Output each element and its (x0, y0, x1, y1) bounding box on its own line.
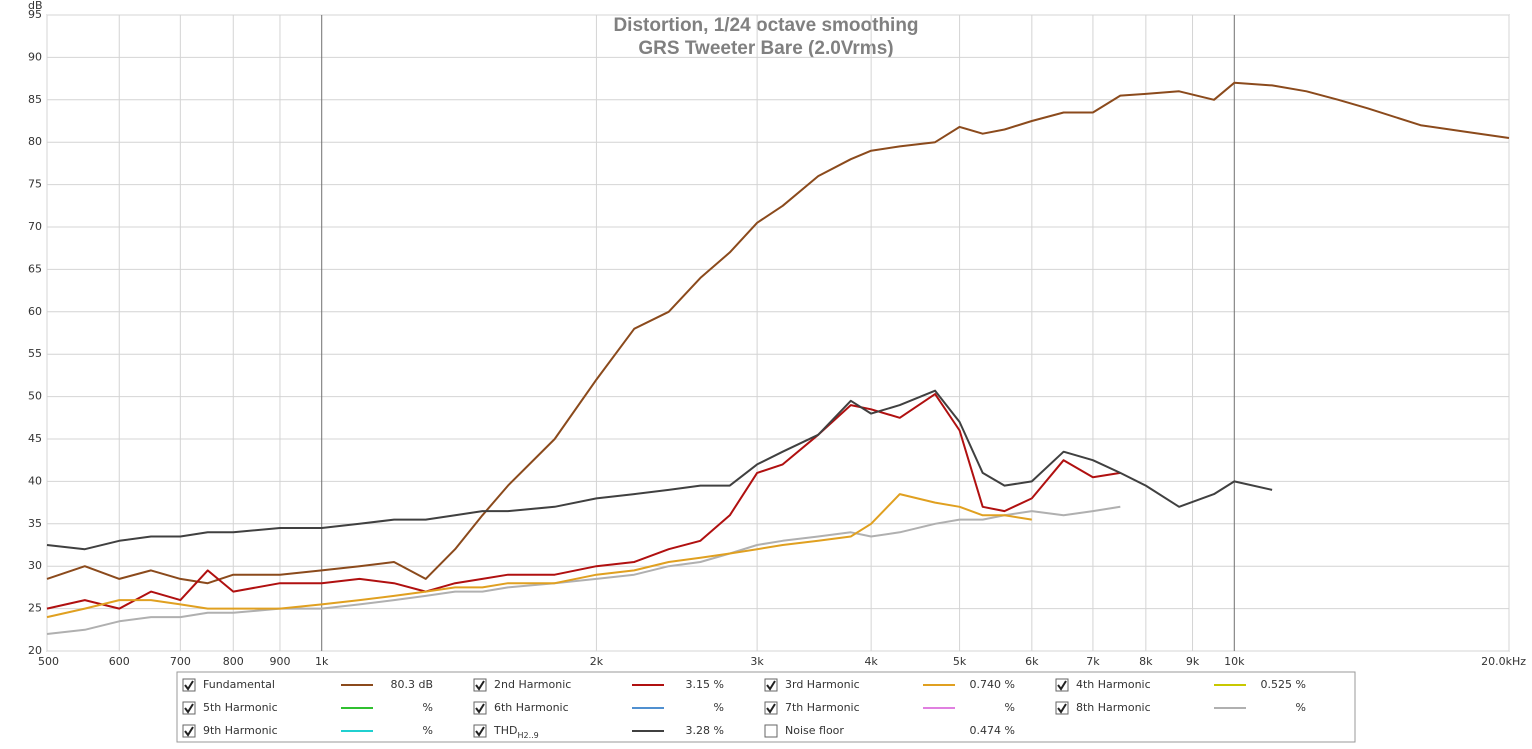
legend-label: 7th Harmonic (785, 701, 860, 714)
y-tick-label: 90 (28, 50, 42, 63)
plot-area (46, 14, 1510, 652)
legend-readout: % (423, 724, 433, 737)
legend-readout: % (1296, 701, 1306, 714)
legend-readout: % (1005, 701, 1015, 714)
x-tick-label: 500 (38, 655, 59, 668)
y-tick-label: 85 (28, 93, 42, 106)
legend-checkbox[interactable] (764, 724, 778, 738)
legend-label: 3rd Harmonic (785, 678, 860, 691)
x-tick-label: 3k (750, 655, 764, 668)
legend-checkmark (184, 680, 194, 691)
legend-checkmark (1057, 703, 1067, 714)
legend-label: Noise floor (785, 724, 844, 737)
legend-checkmark (475, 726, 485, 737)
x-tick-label: 2k (590, 655, 604, 668)
series-line (46, 505, 1121, 635)
y-tick-label: 25 (28, 602, 42, 615)
legend-readout: 0.525 % (1261, 678, 1306, 691)
x-tick-label: 1k (315, 655, 329, 668)
y-tick-label: 65 (28, 262, 42, 275)
y-tick-label: 40 (28, 474, 42, 487)
legend-checkmark (1057, 680, 1067, 691)
x-tick-label: 10k (1224, 655, 1245, 668)
y-tick-label: 55 (28, 347, 42, 360)
legend-label: 8th Harmonic (1076, 701, 1151, 714)
legend-readout: 0.740 % (970, 678, 1015, 691)
x-tick-label: 4k (864, 655, 878, 668)
legend-label: 9th Harmonic (203, 724, 278, 737)
legend-checkmark (766, 703, 776, 714)
y-tick-label: 30 (28, 559, 42, 572)
y-tick-label: 80 (28, 135, 42, 148)
legend-readout: % (714, 701, 724, 714)
y-tick-label: 20 (28, 644, 42, 657)
legend-readout: 3.15 % (686, 678, 724, 691)
chart-title: Distortion, 1/24 octave smoothing (613, 15, 918, 36)
legend-checkmark (766, 680, 776, 691)
y-tick-label: 50 (28, 390, 42, 403)
x-tick-label: 9k (1186, 655, 1200, 668)
legend-label: 4th Harmonic (1076, 678, 1151, 691)
x-tick-label: 20.0kHz (1481, 655, 1526, 668)
y-tick-label: 35 (28, 517, 42, 530)
legend-checkmark (184, 703, 194, 714)
legend-checkmark (475, 703, 485, 714)
series-line (46, 493, 1032, 619)
x-tick-label: 700 (170, 655, 191, 668)
x-tick-label: 5k (953, 655, 967, 668)
chart-subtitle: GRS Tweeter Bare (2.0Vrms) (638, 38, 893, 59)
y-tick-label: 75 (28, 178, 42, 191)
x-tick-label: 7k (1086, 655, 1100, 668)
legend-label: 2nd Harmonic (494, 678, 571, 691)
legend-label-subscript: H2..9 (517, 731, 538, 740)
series-line (46, 389, 1273, 551)
legend-readout: % (423, 701, 433, 714)
x-tick-label: 800 (223, 655, 244, 668)
legend-checkmark (184, 726, 194, 737)
x-tick-label: 8k (1139, 655, 1153, 668)
y-axis-label: dB (28, 0, 43, 12)
legend-label: 5th Harmonic (203, 701, 278, 714)
legend-label: 6th Harmonic (494, 701, 569, 714)
legend-readout: 80.3 dB (390, 678, 433, 691)
y-tick-label: 95 (28, 8, 42, 21)
x-tick-label: 900 (269, 655, 290, 668)
legend-readout: 0.474 % (970, 724, 1015, 737)
x-tick-label: 6k (1025, 655, 1039, 668)
y-tick-label: 70 (28, 220, 42, 233)
y-tick-label: 60 (28, 305, 42, 318)
legend-checkmark (475, 680, 485, 691)
series-line (46, 393, 1121, 610)
series-line (46, 81, 1510, 585)
legend-readout: 3.28 % (686, 724, 724, 737)
y-tick-label: 45 (28, 432, 42, 445)
legend-label: Fundamental (203, 678, 275, 691)
x-tick-label: 600 (109, 655, 130, 668)
